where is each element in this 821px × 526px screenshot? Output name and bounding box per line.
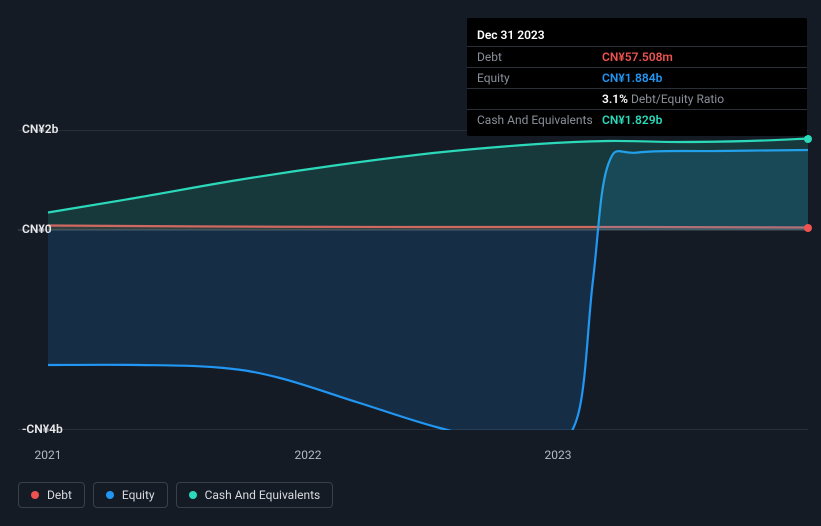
tooltip-row-suffix: Debt/Equity Ratio (628, 92, 724, 106)
legend-dot-icon (189, 491, 197, 499)
tooltip-row-value: CN¥1.884b (602, 71, 662, 85)
tooltip-row-value: CN¥1.829b (602, 113, 662, 127)
tooltip-row: DebtCN¥57.508m (467, 46, 807, 67)
y-axis-label: -CN¥4b (22, 422, 63, 436)
tooltip-row-label (477, 92, 602, 106)
tooltip-row-label: Debt (477, 50, 602, 64)
y-axis-label: CN¥2b (22, 122, 58, 136)
legend-item[interactable]: Equity (93, 482, 168, 508)
x-axis-label: 2023 (545, 448, 572, 462)
legend-label: Equity (122, 488, 155, 502)
tooltip-row: 3.1% Debt/Equity Ratio (467, 88, 807, 109)
tooltip-row-label: Cash And Equivalents (477, 113, 602, 127)
legend-dot-icon (106, 491, 114, 499)
legend-item[interactable]: Debt (18, 482, 85, 508)
legend-label: Debt (47, 488, 72, 502)
legend-label: Cash And Equivalents (205, 488, 321, 502)
tooltip-row-value: 3.1% (602, 92, 628, 106)
tooltip-row-value: CN¥57.508m (602, 50, 673, 64)
tooltip-row: Cash And EquivalentsCN¥1.829b (467, 109, 807, 130)
x-axis-label: 2021 (35, 448, 62, 462)
y-axis-label: CN¥0 (22, 222, 52, 236)
cash-series (48, 139, 808, 231)
tooltip-date: Dec 31 2023 (467, 24, 807, 46)
x-axis-label: 2022 (295, 448, 322, 462)
tooltip-row: EquityCN¥1.884b (467, 67, 807, 88)
chart-legend: Debt Equity Cash And Equivalents (18, 482, 333, 508)
chart-tooltip: Dec 31 2023 DebtCN¥57.508mEquityCN¥1.884… (467, 18, 807, 136)
legend-dot-icon (31, 491, 39, 499)
tooltip-row-label: Equity (477, 71, 602, 85)
financial-chart[interactable] (18, 130, 808, 430)
legend-item[interactable]: Cash And Equivalents (176, 482, 334, 508)
debt-end-marker-icon (804, 224, 812, 232)
